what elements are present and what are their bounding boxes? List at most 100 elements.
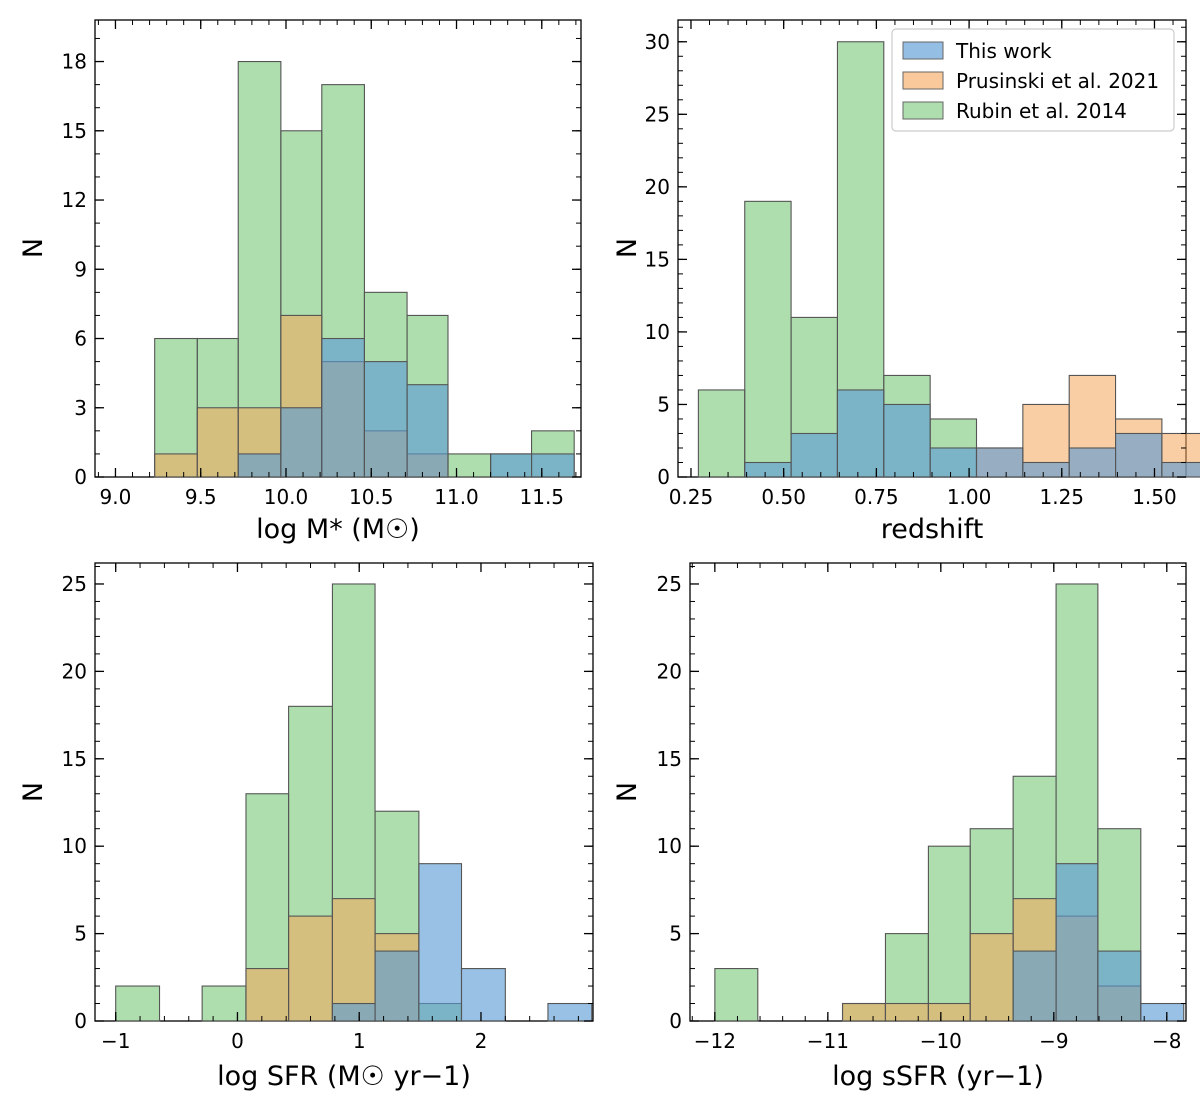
y-tick-label: 6	[74, 327, 87, 351]
bar-prusinski-et-al-2021-1	[196, 407, 239, 478]
y-tick-label: 25	[645, 102, 670, 126]
x-tick-label: 1.50	[1132, 485, 1177, 509]
ticks-layer: 0.25 0.50 0.75 1.00 1.25 1.50 0 5 10 15 20 25 30	[645, 20, 1186, 509]
bar-this-work-2	[321, 337, 365, 478]
y-axis-label: N	[18, 782, 49, 802]
legend-swatch-prusinski	[902, 71, 944, 90]
y-tick-label: 25	[62, 572, 87, 596]
legend-box	[891, 28, 1175, 132]
bar-this-work-2	[1097, 950, 1142, 1022]
y-tick-label: 12	[62, 188, 87, 212]
y-tick-label: 5	[669, 922, 682, 946]
y-axis-label: N	[18, 238, 49, 258]
bar-this-work-3	[883, 403, 931, 478]
ticks-layer: −12 −11 −10 −9 −8 0 5 10 15 20 25	[657, 563, 1186, 1053]
x-tick-label: 1.00	[947, 485, 992, 509]
bar-prusinski-et-al-2021-3	[969, 933, 1014, 1022]
bar-prusinski-et-al-2021-0	[841, 1002, 887, 1022]
bar-this-work-3	[460, 968, 506, 1022]
y-tick-label: 5	[657, 392, 670, 416]
x-tick-label: 9.0	[100, 485, 132, 509]
panel-stellar-mass: 9.0 9.5 10.0 10.5 11.0 11.5 0 3 6 9 12 15 18 log M* …	[18, 19, 582, 545]
y-tick-label: 0	[657, 465, 670, 489]
y-tick-label: 20	[645, 175, 670, 199]
bar-this-work-7	[1068, 447, 1117, 478]
x-tick-label: 11.5	[520, 485, 565, 509]
x-tick-label: 0	[231, 1029, 244, 1053]
bar-this-work-0	[331, 1002, 376, 1022]
y-axis-label: N	[612, 782, 643, 802]
legend-label-prusinski: Prusinski et al. 2021	[956, 69, 1159, 93]
bar-prusinski-et-al-2021-0	[245, 968, 290, 1022]
x-axis-label: log M* (M☉)	[256, 514, 420, 545]
bar-this-work-8	[1115, 432, 1163, 478]
y-tick-label: 0	[74, 1009, 87, 1033]
bar-rubin-et-al-2014-7	[447, 453, 492, 478]
bar-this-work-0	[1012, 950, 1057, 1022]
x-axis-label: redshift	[881, 514, 984, 545]
x-axis-label: log sSFR (yr−1)	[832, 1061, 1044, 1092]
bar-this-work-2	[836, 389, 885, 478]
bar-this-work-4	[406, 384, 449, 478]
x-tick-label: −9	[1039, 1029, 1068, 1053]
x-tick-label: −8	[1152, 1029, 1181, 1053]
ticks-layer: 9.0 9.5 10.0 10.5 11.0 11.5 0 3 6 9 12 15 18	[62, 20, 581, 509]
y-tick-label: 0	[669, 1009, 682, 1033]
x-tick-label: 1	[353, 1029, 366, 1053]
bar-rubin-et-al-2014-0	[714, 968, 759, 1022]
y-tick-label: 18	[62, 50, 87, 74]
bar-rubin-et-al-2014-3	[927, 845, 971, 1022]
bar-prusinski-et-al-2021-2	[927, 1002, 971, 1022]
bar-this-work-6	[530, 453, 575, 478]
legend-swatch-rubin	[902, 101, 944, 120]
bar-this-work-5	[490, 453, 533, 478]
bar-this-work-5	[975, 447, 1024, 478]
y-tick-label: 9	[74, 257, 87, 281]
bars-layer	[115, 583, 593, 1022]
bars-layer	[697, 41, 1200, 478]
y-tick-label: 15	[62, 119, 87, 143]
x-axis-label: log SFR (M☉ yr−1)	[217, 1061, 471, 1092]
bar-rubin-et-al-2014-1	[201, 985, 247, 1022]
legend: This work Prusinski et al. 2021 Rubin et…	[891, 28, 1175, 132]
bar-this-work-0	[237, 453, 282, 478]
bar-this-work-4	[547, 1002, 593, 1022]
y-tick-label: 25	[657, 572, 682, 596]
bar-this-work-9	[1161, 461, 1200, 478]
y-tick-label: 20	[657, 659, 682, 683]
bar-this-work-3	[1140, 1002, 1185, 1022]
x-tick-label: 0.25	[669, 485, 714, 509]
y-tick-label: 15	[657, 747, 682, 771]
bar-this-work-3	[363, 361, 408, 478]
x-tick-label: 1.25	[1040, 485, 1085, 509]
x-tick-label: 0.50	[761, 485, 806, 509]
y-tick-label: 3	[74, 396, 87, 420]
x-tick-label: −1	[101, 1029, 130, 1053]
y-tick-label: 30	[645, 30, 670, 54]
y-tick-label: 10	[645, 320, 670, 344]
y-tick-label: 15	[62, 747, 87, 771]
y-tick-label: 10	[657, 834, 682, 858]
bar-this-work-2	[418, 863, 463, 1022]
bar-prusinski-et-al-2021-2	[331, 898, 376, 1022]
y-axis-label: N	[612, 238, 643, 258]
y-tick-label: 5	[74, 922, 87, 946]
x-tick-label: −12	[694, 1029, 736, 1053]
y-tick-label: 10	[62, 834, 87, 858]
legend-label-this-work: This work	[955, 39, 1052, 63]
x-tick-label: 2	[475, 1029, 488, 1053]
x-tick-label: −10	[920, 1029, 962, 1053]
panel-redshift: 0.25 0.50 0.75 1.00 1.25 1.50 0 5 10 15 20 25 30 red…	[612, 19, 1200, 545]
x-tick-label: 9.5	[185, 485, 217, 509]
bar-this-work-1	[374, 950, 420, 1022]
x-tick-label: −11	[807, 1029, 849, 1053]
x-tick-label: 10.0	[264, 485, 309, 509]
bar-rubin-et-al-2014-0	[115, 985, 161, 1022]
bar-prusinski-et-al-2021-1	[288, 915, 333, 1022]
bar-rubin-et-al-2014-0	[697, 389, 746, 478]
bar-this-work-1	[790, 432, 838, 478]
